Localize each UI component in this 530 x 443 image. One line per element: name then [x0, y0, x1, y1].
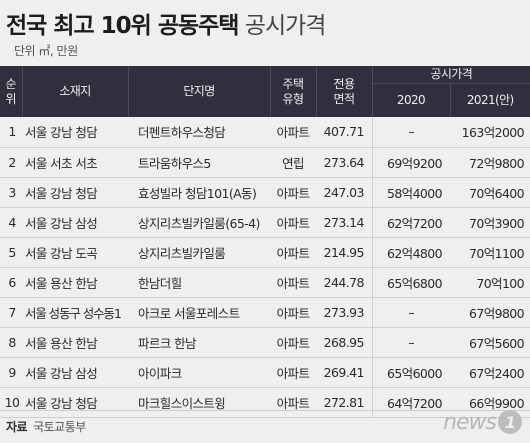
cell-area: 268.95 [316, 327, 373, 358]
cell-price-2020: – [372, 117, 450, 148]
cell-area: 214.95 [316, 237, 373, 268]
cell-location: 서울 강남 청담 [22, 177, 128, 208]
cell-type: 아파트 [270, 117, 316, 148]
header-complex: 단지명 [128, 66, 271, 117]
cell-area: 247.03 [316, 177, 373, 208]
title-sub: 공시가격 [244, 13, 327, 39]
header-rank: 순위 [0, 66, 23, 117]
page-title: 전국 최고 10위 공동주택 공시가격 [6, 6, 327, 40]
cell-rank: 2 [0, 147, 22, 178]
cell-price-2021: 163억2000 [450, 117, 530, 148]
cell-area: 244.78 [316, 267, 373, 298]
cell-price-2020: 65억6000 [372, 357, 450, 388]
cell-type: 아파트 [270, 387, 316, 418]
cell-price-2020: 64억7200 [372, 387, 450, 418]
table-row: 6 서울 용산 한남 한남더힐 아파트 244.78 65억6800 70억10… [0, 267, 530, 298]
cell-complex: 아이파크 [128, 357, 270, 388]
cell-rank: 5 [0, 237, 22, 268]
cell-price-2021: 67억2400 [450, 357, 530, 388]
table-row: 9 서울 강남 삼성 아이파크 아파트 269.41 65억6000 67억24… [0, 357, 530, 388]
cell-location: 서울 강남 삼성 [22, 207, 128, 238]
cell-type: 연립 [270, 147, 316, 178]
source-note: 자료 국토교통부 [6, 418, 86, 435]
cell-location: 서울 강남 도곡 [22, 237, 128, 268]
cell-price-2020: 69억9200 [372, 147, 450, 178]
table-row: 2 서울 서초 서초 트라움하우스5 연립 273.64 69억9200 72억… [0, 147, 530, 178]
cell-location: 서울 강남 삼성 [22, 357, 128, 388]
cell-rank: 9 [0, 357, 22, 388]
header-location: 소재지 [22, 66, 129, 117]
news1-logo: news 1 [443, 408, 522, 436]
table-row: 4 서울 강남 삼성 상지리츠빌카일룸(65-4) 아파트 273.14 62억… [0, 207, 530, 238]
table-row: 10 서울 강남 청담 마크힐스이스트윙 아파트 272.81 64억7200 … [0, 387, 530, 418]
header-area: 전용면적 [316, 66, 373, 117]
price-table: 순위 소재지 단지명 주택유형 전용면적 공시가격 2020 2021(안) 1… [0, 66, 530, 418]
cell-price-2021: 70억6400 [450, 177, 530, 208]
cell-location: 서울 용산 한남 [22, 327, 128, 358]
cell-complex: 한남더힐 [128, 267, 270, 298]
cell-rank: 4 [0, 207, 22, 238]
cell-complex: 아크로 서울포레스트 [128, 297, 270, 328]
source-label: 자료 [6, 420, 28, 434]
cell-price-2021: 70억3900 [450, 207, 530, 238]
cell-type: 아파트 [270, 207, 316, 238]
cell-type: 아파트 [270, 267, 316, 298]
cell-price-2020: 62억7200 [372, 207, 450, 238]
cell-price-2021: 72억9800 [450, 147, 530, 178]
cell-complex: 트라움하우스5 [128, 147, 270, 178]
header-price-group: 공시가격 [372, 66, 530, 84]
logo-mark: 1 [498, 410, 522, 434]
cell-complex: 효성빌라 청담101(A동) [128, 177, 270, 208]
cell-location: 서울 강남 청담 [22, 117, 128, 148]
cell-rank: 3 [0, 177, 22, 208]
cell-area: 273.14 [316, 207, 373, 238]
cell-rank: 8 [0, 327, 22, 358]
cell-complex: 마크힐스이스트윙 [128, 387, 270, 418]
table-row: 5 서울 강남 도곡 상지리츠빌카일룸 아파트 214.95 62억4800 7… [0, 237, 530, 268]
cell-rank: 1 [0, 117, 22, 148]
cell-area: 269.41 [316, 357, 373, 388]
logo-text: news [443, 409, 497, 435]
table-row: 1 서울 강남 청담 더펜트하우스청담 아파트 407.71 – 163억200… [0, 117, 530, 148]
cell-area: 272.81 [316, 387, 373, 418]
cell-rank: 7 [0, 297, 22, 328]
cell-price-2020: – [372, 297, 450, 328]
cell-type: 아파트 [270, 297, 316, 328]
cell-price-2021: 67억9800 [450, 297, 530, 328]
cell-type: 아파트 [270, 327, 316, 358]
cell-price-2021: 70억1100 [450, 237, 530, 268]
cell-location: 서울 성동구 성수동1 [22, 297, 128, 328]
cell-type: 아파트 [270, 357, 316, 388]
cell-price-2020: 65억6800 [372, 267, 450, 298]
cell-complex: 상지리츠빌카일룸(65-4) [128, 207, 270, 238]
cell-area: 273.64 [316, 147, 373, 178]
source-text: 국토교통부 [33, 420, 86, 434]
cell-price-2021: 67억5600 [450, 327, 530, 358]
cell-location: 서울 강남 청담 [22, 387, 128, 418]
cell-price-2021: 70억100 [450, 267, 530, 298]
cell-location: 서울 용산 한남 [22, 267, 128, 298]
title-main: 전국 최고 10위 공동주택 [6, 13, 239, 39]
header-2020: 2020 [372, 83, 451, 117]
cell-type: 아파트 [270, 177, 316, 208]
cell-rank: 6 [0, 267, 22, 298]
unit-note: 단위 ㎡, 만원 [14, 44, 78, 58]
cell-complex: 더펜트하우스청담 [128, 117, 270, 148]
header-2021: 2021(안) [450, 83, 530, 117]
cell-price-2020: 58억4000 [372, 177, 450, 208]
header-type: 주택유형 [270, 66, 317, 117]
cell-location: 서울 서초 서초 [22, 147, 128, 178]
table-row: 7 서울 성동구 성수동1 아크로 서울포레스트 아파트 273.93 – 67… [0, 297, 530, 328]
cell-rank: 10 [0, 387, 22, 418]
cell-complex: 파르크 한남 [128, 327, 270, 358]
cell-area: 407.71 [316, 117, 373, 148]
cell-price-2020: 62억4800 [372, 237, 450, 268]
table-row: 3 서울 강남 청담 효성빌라 청담101(A동) 아파트 247.03 58억… [0, 177, 530, 208]
table-row: 8 서울 용산 한남 파르크 한남 아파트 268.95 – 67억5600 [0, 327, 530, 358]
footer-divider [0, 410, 530, 411]
cell-price-2020: – [372, 327, 450, 358]
cell-type: 아파트 [270, 237, 316, 268]
cell-complex: 상지리츠빌카일룸 [128, 237, 270, 268]
cell-area: 273.93 [316, 297, 373, 328]
